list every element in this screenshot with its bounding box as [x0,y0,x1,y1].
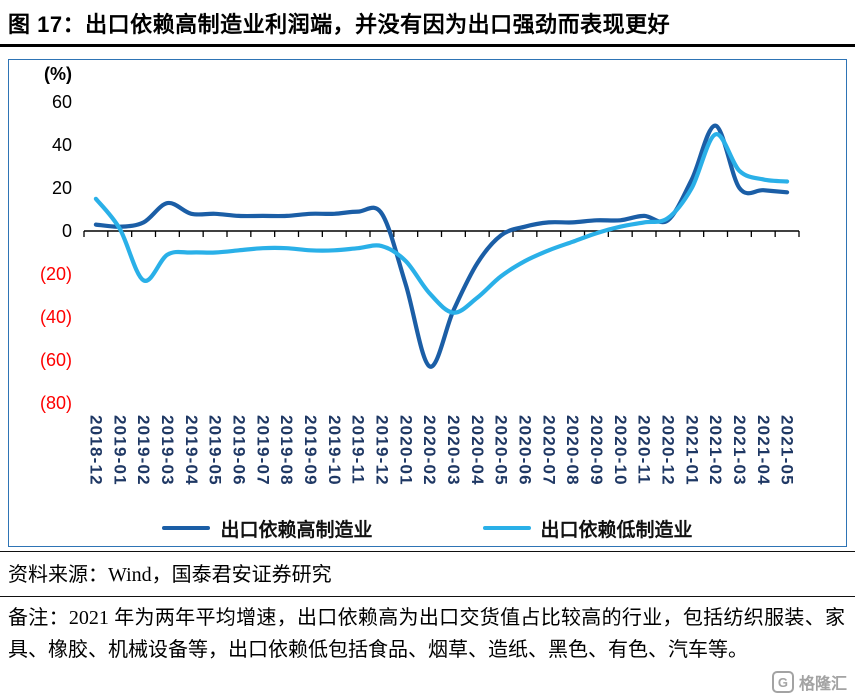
x-tick-label: 2021-05 [778,415,797,486]
legend-label-high: 出口依赖高制造业 [220,519,373,541]
x-tick-label: 2020-05 [492,415,511,486]
x-tick-label: 2020-01 [396,415,415,486]
x-tick-label: 2019-05 [206,415,225,486]
y-tick-label: 0 [62,221,72,241]
series-line-0 [93,123,790,369]
chart-box: (%) 60 40 20 0 (20) (40) (60) (80) 2018-12 2019-01… [8,59,847,547]
x-tick-label: 2021-02 [706,415,725,486]
note-text: 备注：2021 年为两年平均增速，出口依赖高为出口交货值占比较高的行业，包括纺织… [8,607,845,661]
x-tick-label: 2018-12 [86,415,105,486]
y-axis-unit-label: (%) [44,64,72,84]
x-tick-label: 2020-09 [587,415,606,486]
x-tick-label: 2019-10 [325,415,344,486]
y-tick-label: (80) [40,393,72,413]
x-tick-label: 2021-03 [730,415,749,486]
line-chart: (%) 60 40 20 0 (20) (40) (60) (80) 2018-12 2019-01… [40,64,800,486]
x-tick-label: 2020-04 [468,415,487,486]
x-tick-label: 2020-11 [635,415,654,485]
x-tick-label: 2019-06 [229,415,248,486]
x-tick-label: 2020-02 [420,415,439,486]
x-tick-label: 2020-10 [611,415,630,486]
x-tick-label: 2020-08 [563,415,582,486]
legend-line-high-icon [162,525,211,531]
x-tick-label: 2019-03 [158,415,177,486]
y-tick-label: (20) [40,264,72,284]
x-tick-label: 2021-04 [754,415,773,486]
figure-title: 图 17：出口依赖高制造业利润端，并没有因为出口强劲而表现更好 [0,0,855,47]
y-tick-label: 40 [52,135,72,155]
x-tick-label: 2019-02 [134,415,153,486]
x-tick-label: 2021-01 [682,415,701,486]
x-tick-label: 2020-06 [515,415,534,486]
y-tick-label: 20 [52,178,72,198]
series-line-1 [93,132,790,315]
x-tick-label: 2019-09 [301,415,320,486]
legend-line-low-icon [482,525,531,531]
y-tick-label: 60 [52,92,72,112]
x-tick-label: 2019-12 [372,415,391,486]
source-text: 资料来源：Wind，国泰君安证券研究 [8,564,332,586]
x-tick-label: 2020-12 [658,415,677,486]
legend-label-low: 出口依赖低制造业 [540,519,693,541]
legend-item-export-high: 出口依赖高制造业 [162,515,373,542]
gelonghui-badge-icon: G [771,671,794,693]
y-tick-label: (60) [40,350,72,370]
x-tick-label: 2019-11 [349,415,368,485]
x-tick-label: 2020-07 [539,415,558,486]
x-tick-label: 2019-07 [253,415,272,486]
gelonghui-logo: G 格隆汇 [765,670,847,694]
x-tick-label: 2020-03 [444,415,463,486]
x-tick-label: 2019-04 [182,415,201,486]
chart-legend: 出口依赖高制造业 出口依赖低制造业 [9,510,846,546]
divider-below-source [0,596,855,597]
x-tick-label: 2019-08 [277,415,296,486]
y-tick-label: (40) [40,307,72,327]
divider-above-source [0,551,855,552]
gelonghui-logo-text: 格隆汇 [798,676,847,693]
legend-item-export-low: 出口依赖低制造业 [482,515,693,542]
x-tick-label: 2019-01 [110,415,129,486]
